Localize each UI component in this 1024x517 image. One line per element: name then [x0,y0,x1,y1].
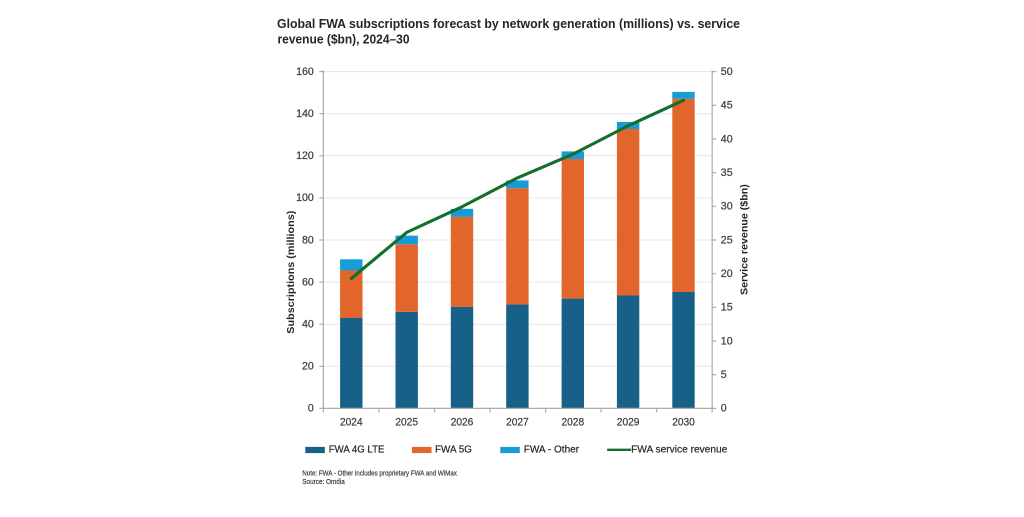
svg-text:2026: 2026 [451,417,474,429]
svg-text:Global FWA subscriptions forec: Global FWA subscriptions forecast by net… [277,17,740,31]
svg-text:2027: 2027 [506,417,529,429]
svg-text:Source: Omdia: Source: Omdia [302,477,345,486]
svg-text:15: 15 [721,302,733,314]
svg-text:40: 40 [302,319,314,331]
svg-text:120: 120 [296,150,314,162]
svg-text:2024: 2024 [340,417,363,429]
svg-text:FWA 5G: FWA 5G [435,445,472,456]
svg-text:2029: 2029 [617,417,640,429]
svg-text:2028: 2028 [562,417,585,429]
svg-text:60: 60 [302,276,314,288]
svg-text:5: 5 [721,369,727,381]
svg-text:80: 80 [302,234,314,246]
svg-text:2030: 2030 [672,417,695,429]
svg-text:160: 160 [296,66,314,78]
svg-text:50: 50 [721,66,733,78]
svg-text:0: 0 [721,403,727,415]
svg-text:FWA - Other: FWA - Other [524,445,580,456]
svg-text:revenue ($bn), 2024–30: revenue ($bn), 2024–30 [278,32,410,46]
svg-text:10: 10 [721,335,733,347]
svg-text:FWA 4G LTE: FWA 4G LTE [329,445,385,456]
svg-text:100: 100 [296,192,314,204]
svg-text:2025: 2025 [395,417,418,429]
svg-text:40: 40 [721,133,733,145]
svg-text:20: 20 [721,268,733,280]
svg-text:45: 45 [721,100,733,112]
svg-text:Subscriptions (millions): Subscriptions (millions) [285,211,297,334]
svg-text:140: 140 [296,108,314,120]
svg-text:30: 30 [721,201,733,213]
svg-text:0: 0 [308,403,314,415]
svg-text:FWA service revenue: FWA service revenue [631,445,728,456]
svg-text:25: 25 [721,234,733,246]
svg-text:Service revenue ($bn): Service revenue ($bn) [739,184,751,295]
svg-text:Note: FWA - Other includes pro: Note: FWA - Other includes proprietary F… [302,469,457,478]
svg-text:20: 20 [302,361,314,373]
svg-text:35: 35 [721,167,733,179]
